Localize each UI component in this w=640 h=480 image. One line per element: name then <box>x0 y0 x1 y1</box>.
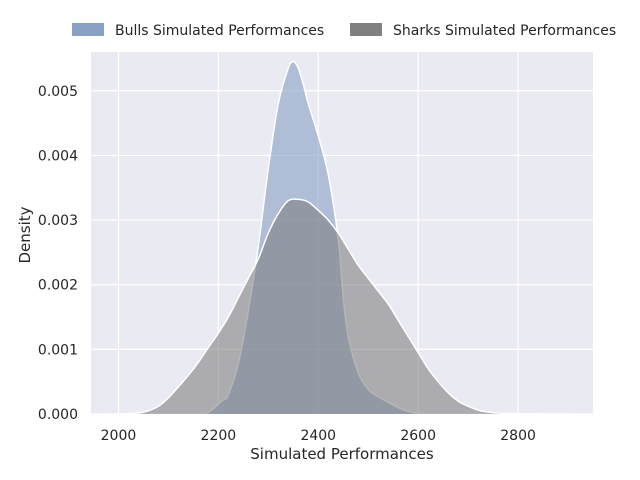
y-tick-label: 0.002 <box>38 278 78 294</box>
y-tick-label: 0.005 <box>38 84 78 100</box>
y-tick-label: 0.004 <box>38 148 78 164</box>
tick-labels: 2000 2200 2400 2600 2800 0.000 0.001 0.002 0.003… <box>38 84 536 444</box>
sharks-density-outline <box>110 198 574 415</box>
x-tick-label: 2200 <box>201 428 237 444</box>
legend-swatch-sharks <box>350 23 382 36</box>
density-areas <box>110 60 574 415</box>
y-tick-label: 0.000 <box>38 407 78 423</box>
x-tick-label: 2000 <box>101 428 137 444</box>
sharks-density-area <box>110 199 574 414</box>
legend: Bulls Simulated Performances Sharks Simu… <box>72 23 616 39</box>
y-tick-label: 0.001 <box>38 342 78 358</box>
x-axis-label: Simulated Performances <box>250 445 434 463</box>
y-axis-label: Density <box>16 206 34 263</box>
legend-label-bulls: Bulls Simulated Performances <box>115 23 324 39</box>
x-tick-label: 2600 <box>400 428 436 444</box>
x-tick-label: 2800 <box>500 428 536 444</box>
legend-swatch-bulls <box>72 23 104 36</box>
y-tick-label: 0.003 <box>38 213 78 229</box>
legend-label-sharks: Sharks Simulated Performances <box>393 23 616 39</box>
x-tick-label: 2400 <box>300 428 336 444</box>
